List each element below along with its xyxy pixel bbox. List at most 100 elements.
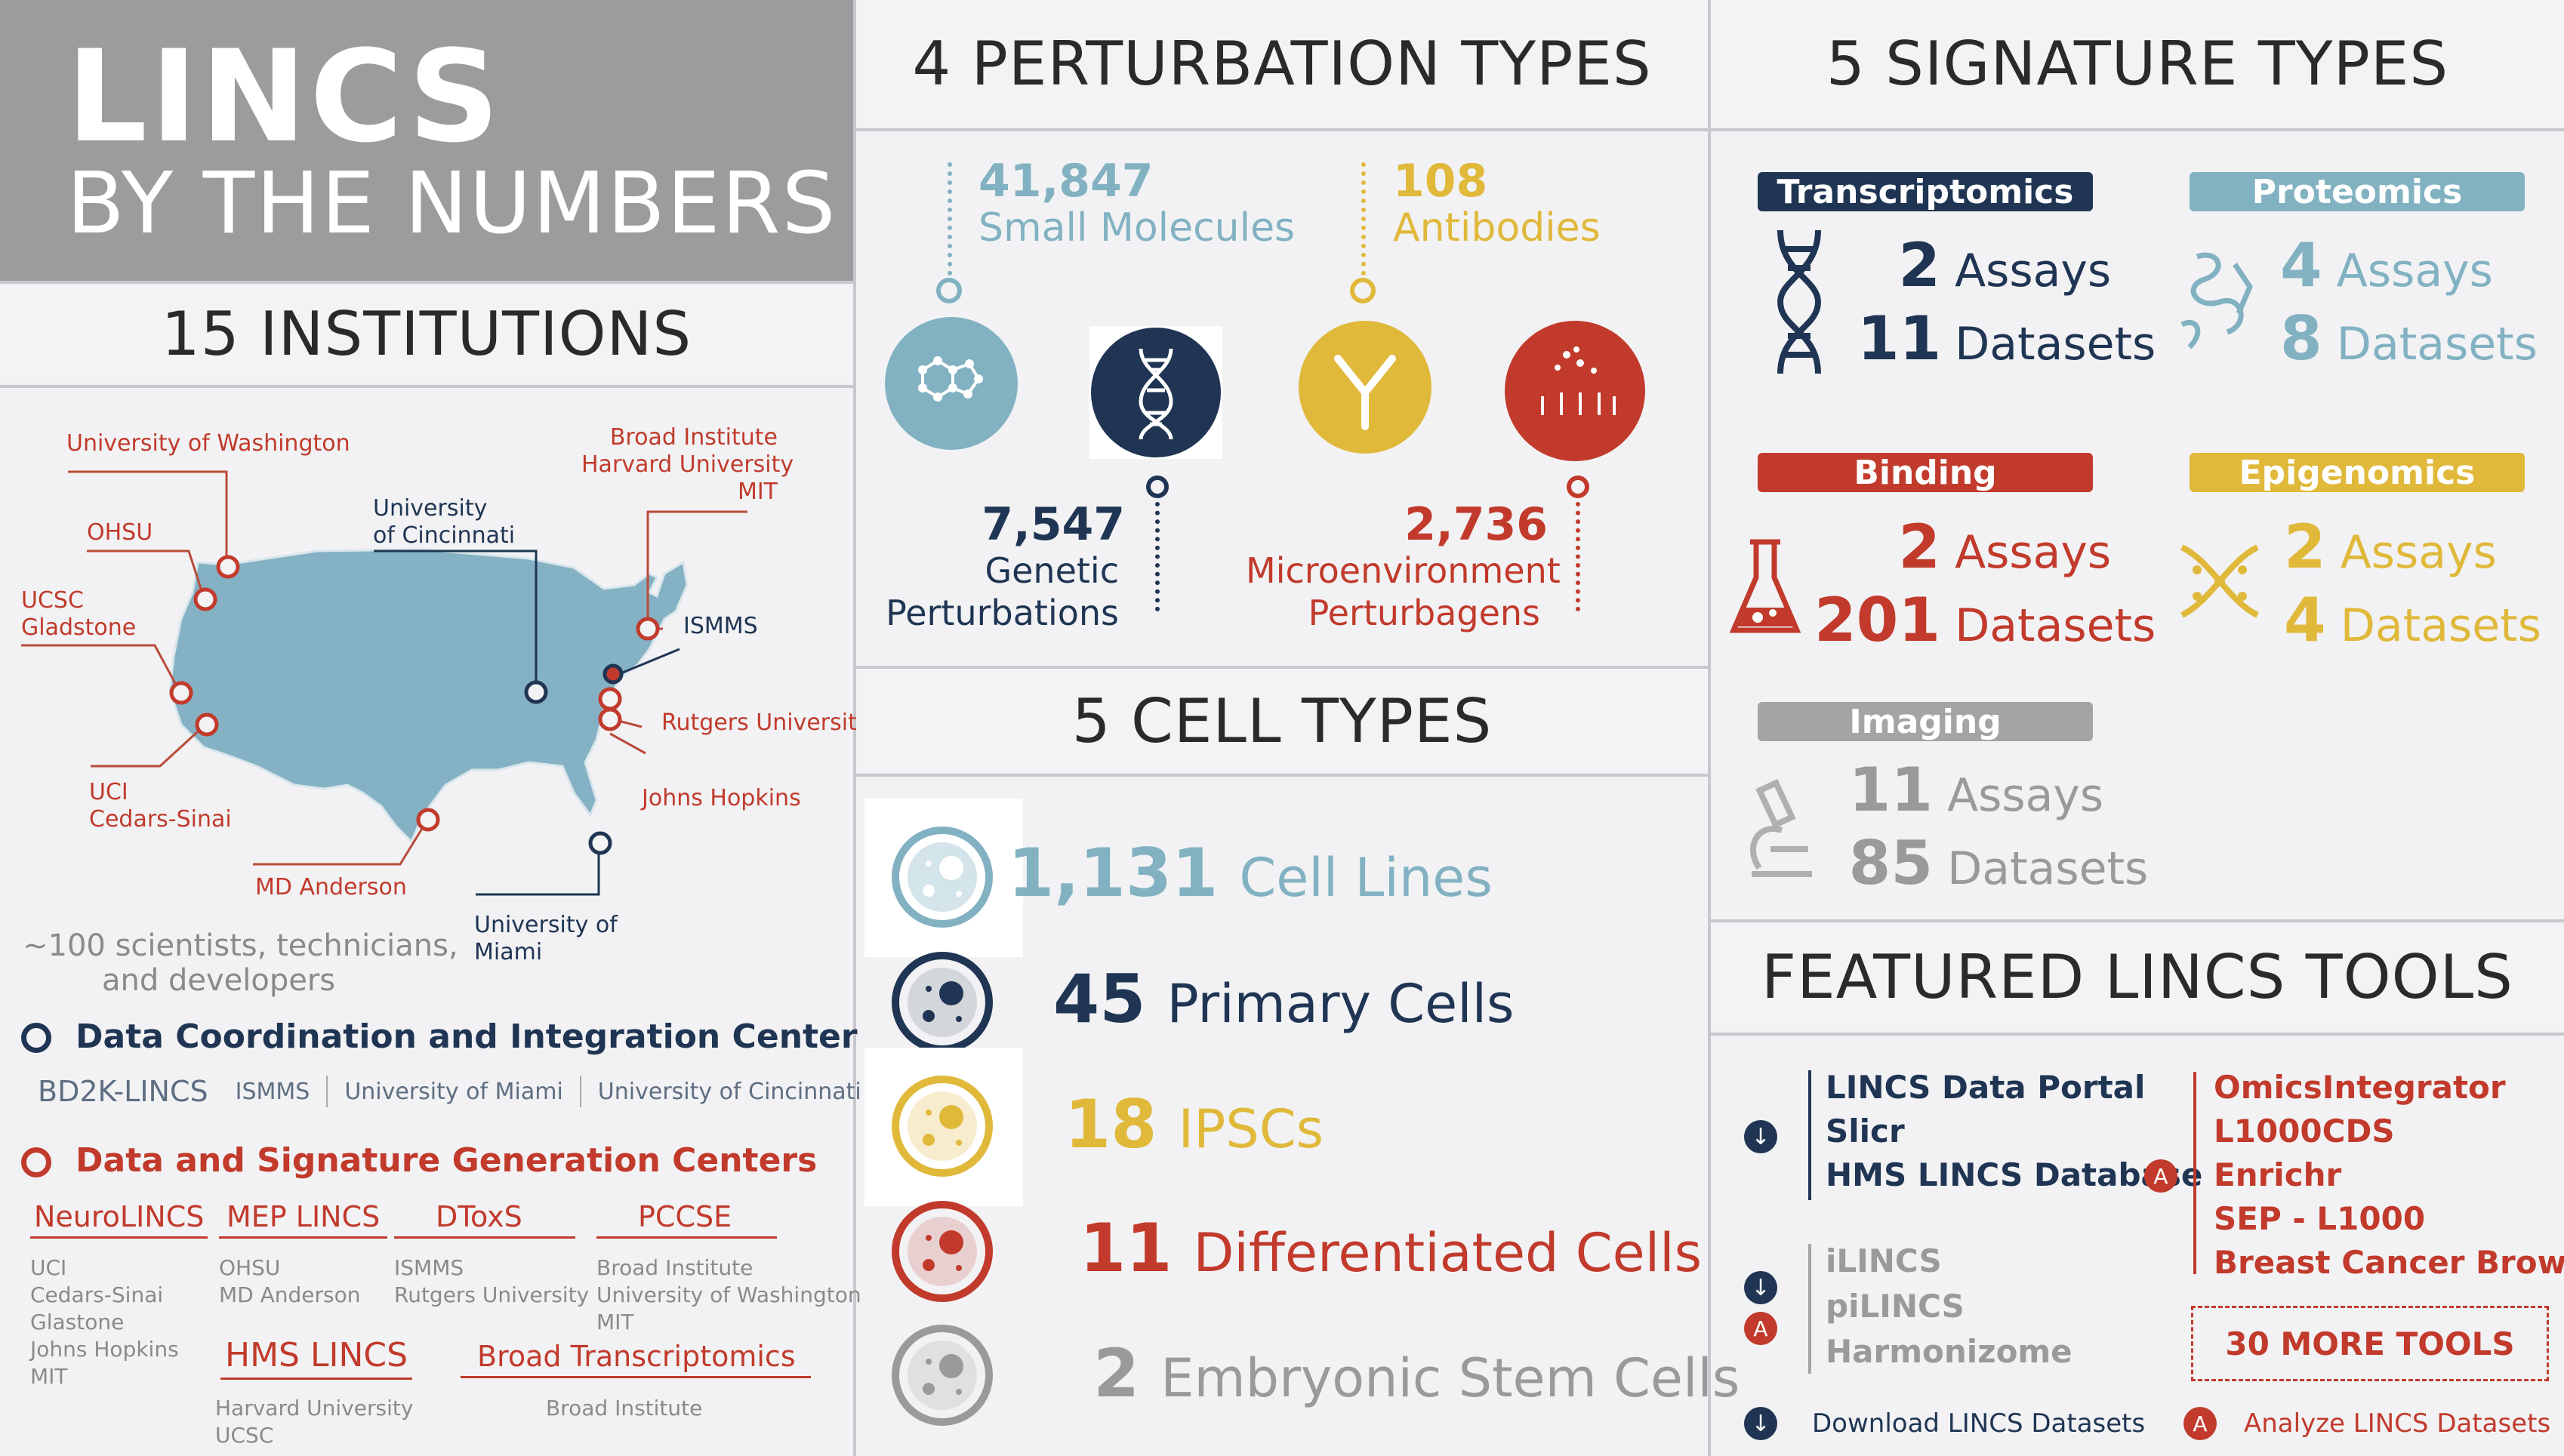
neurolincs-members: UCI Cedars-Sinai Glastone Johns Hopkins MIT — [30, 1255, 179, 1389]
center-mep-lincs: MEP LINCS — [219, 1200, 388, 1239]
dsgc-title: Data and Signature Generation Centers — [76, 1141, 818, 1180]
imaging-assays: 11 Assays — [1848, 755, 2104, 825]
epigenome-icon — [2180, 544, 2259, 618]
label-uw: University of Washington — [66, 430, 350, 457]
more-tools-button[interactable]: 30 MORE TOOLS — [2191, 1306, 2549, 1381]
label-rutgers: Rutgers University — [661, 710, 871, 736]
analyze-badge-icon: A — [2144, 1159, 2177, 1193]
antibodies-label: Antibodies — [1393, 205, 1601, 251]
cell-lines-icon — [892, 827, 993, 928]
tool-harmonizome[interactable]: Harmonizome — [1826, 1333, 2072, 1370]
center-neurolincs: NeuroLINCS — [30, 1200, 208, 1239]
page-title: LINCS — [66, 23, 503, 171]
ipsc-icon-bg — [864, 1048, 1023, 1206]
legend-analyze-icon: A — [2183, 1407, 2217, 1440]
tool-ilincs[interactable]: iLINCS — [1826, 1242, 1942, 1279]
label-ismms: ISMMS — [683, 613, 758, 639]
epigenomics-pill: Epigenomics — [2190, 453, 2525, 492]
dna-icon — [1089, 326, 1222, 459]
binding-assays: 2 Assays — [1898, 512, 2112, 582]
center-broad-transcriptomics: Broad Transcriptomics — [461, 1340, 811, 1378]
binding-datasets: 201 Datasets — [1814, 585, 2156, 655]
ipsc-icon — [892, 1076, 993, 1177]
label-broad: Broad Institute Harvard University MIT — [581, 424, 794, 505]
proteomics-assays: 4 Assays — [2280, 230, 2493, 300]
transcriptomics-datasets: 11 Datasets — [1857, 303, 2156, 374]
label-mdanderson: MD Anderson — [255, 874, 407, 900]
perturbations-header: 4 PERTURBATION TYPES — [856, 0, 1708, 127]
tool-pilincs[interactable]: piLINCS — [1826, 1288, 1965, 1325]
small-molecules-label: Small Molecules — [978, 205, 1296, 251]
proteomics-datasets: 8 Datasets — [2280, 303, 2538, 374]
label-cincinnati: University of Cincinnati — [373, 495, 516, 549]
download-icon: ↓ — [1744, 1120, 1777, 1153]
scientists-count: ~100 scientists, technicians, and develo… — [23, 928, 458, 998]
proteomics-pill: Proteomics — [2190, 172, 2525, 211]
small-molecule-icon — [885, 317, 1018, 450]
legend-analyze: Analyze LINCS Datasets — [2244, 1408, 2551, 1439]
transcriptomics-assays: 2 Assays — [1898, 230, 2112, 300]
broad-members: Broad Institute — [546, 1396, 703, 1421]
imaging-pill: Imaging — [1758, 702, 2093, 741]
analyze-badge-icon-2: A — [1744, 1312, 1777, 1345]
download-icon-2: ↓ — [1744, 1271, 1777, 1304]
dcic-icon — [21, 1023, 51, 1053]
flask-icon — [1729, 539, 1801, 633]
tool-l1000cds[interactable]: L1000CDS — [2214, 1113, 2395, 1150]
cell-lines-stat: 1,131 Cell Lines — [1008, 834, 1493, 912]
primary-cells-stat: 45 Primary Cells — [1053, 960, 1515, 1038]
differentiated-cells-icon — [892, 1201, 993, 1302]
legend-download-icon: ↓ — [1744, 1407, 1777, 1440]
imaging-datasets: 85 Datasets — [1848, 828, 2149, 898]
cell-lines-icon-bg — [864, 799, 1023, 957]
mep-members: OHSU MD Anderson — [219, 1255, 361, 1307]
page-subtitle: BY THE NUMBERS — [66, 155, 837, 253]
us-map — [21, 470, 747, 896]
microenvironment-count: 2,736 — [1404, 498, 1548, 551]
map-markers — [169, 555, 660, 855]
dna-helix-icon — [1777, 229, 1822, 374]
center-dtoxs: DToxS — [394, 1200, 575, 1239]
label-miami: University of Miami — [474, 912, 618, 965]
microscope-icon — [1749, 778, 1812, 877]
tool-hms-lincs-database[interactable]: HMS LINCS Database — [1826, 1156, 2203, 1193]
tool-enrichr[interactable]: Enrichr — [2214, 1156, 2342, 1193]
legend-download: Download LINCS Datasets — [1812, 1408, 2146, 1439]
tool-breast-cancer-browser[interactable]: Breast Cancer Browser — [2214, 1244, 2564, 1281]
cells-header: 5 CELL TYPES — [856, 669, 1708, 773]
antibodies-count: 108 — [1393, 155, 1488, 208]
differentiated-cells-stat: 11 Differentiated Cells — [1080, 1209, 1703, 1287]
institutions-header: 15 INSTITUTIONS — [0, 284, 853, 383]
binding-pill: Binding — [1758, 453, 2093, 492]
epigenomics-assays: 2 Assays — [2284, 512, 2497, 582]
embryonic-cells-stat: 2 Embryonic Stem Cells — [1093, 1334, 1740, 1412]
tools-header: FEATURED LINCS TOOLS — [1711, 922, 2564, 1031]
title-block — [0, 0, 853, 281]
dtoxs-members: ISMMS Rutgers University — [394, 1255, 590, 1307]
tool-slicr[interactable]: Slicr — [1826, 1113, 1905, 1150]
label-ohsu: OHSU — [87, 519, 153, 546]
epigenomics-datasets: 4 Datasets — [2284, 585, 2541, 655]
center-pccse: PCCSE — [596, 1200, 778, 1239]
genetic-label: Genetic Perturbations — [886, 550, 1119, 633]
microenvironment-icon — [1505, 321, 1645, 461]
hms-members: Harvard University UCSC — [215, 1396, 414, 1448]
tool-sep-l1000[interactable]: SEP - L1000 — [2214, 1200, 2426, 1237]
dcic-members: BD2K-LINCS ISMMS University of Miami Uni… — [38, 1075, 861, 1108]
primary-cells-icon — [892, 952, 993, 1053]
label-ucsc: UCSC Gladstone — [21, 587, 137, 641]
center-hms-lincs: HMS LINCS — [220, 1336, 413, 1380]
small-molecules-count: 41,847 — [978, 155, 1154, 208]
genetic-count: 7,547 — [982, 498, 1125, 551]
embryonic-cells-icon — [892, 1325, 993, 1426]
signatures-header: 5 SIGNATURE TYPES — [1711, 0, 2564, 127]
tool-omicsintegrator[interactable]: OmicsIntegrator — [2214, 1069, 2506, 1106]
pccse-members: Broad Institute University of Washington M… — [596, 1255, 861, 1334]
transcriptomics-pill: Transcriptomics — [1758, 172, 2093, 211]
ipsc-stat: 18 IPSCs — [1065, 1085, 1324, 1163]
protein-icon — [2180, 252, 2253, 349]
label-uci: UCI Cedars-Sinai — [89, 779, 232, 833]
tool-lincs-data-portal[interactable]: LINCS Data Portal — [1826, 1069, 2146, 1106]
dsgc-icon — [21, 1147, 51, 1177]
microenvironment-label: Microenvironment Perturbagens — [1246, 550, 1561, 633]
